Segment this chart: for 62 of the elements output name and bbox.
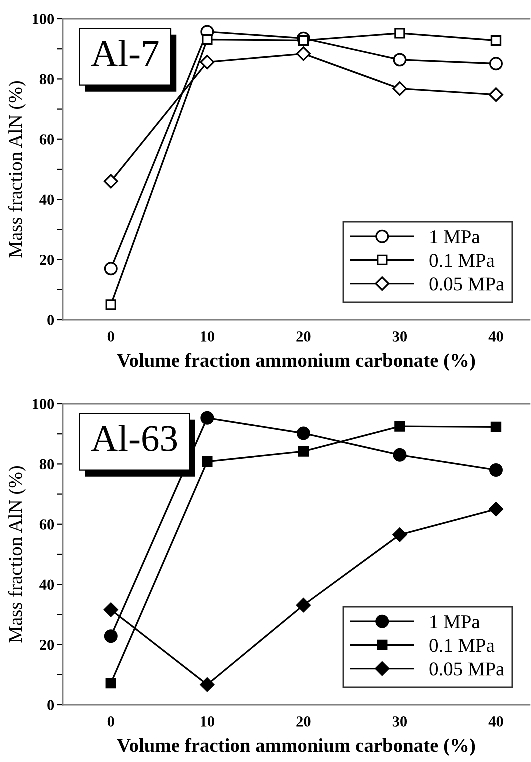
point bbox=[394, 28, 406, 39]
point bbox=[202, 456, 213, 468]
y-tick-label: 0 bbox=[48, 700, 54, 710]
point bbox=[392, 528, 408, 542]
point bbox=[490, 35, 502, 46]
point bbox=[296, 426, 310, 440]
x-tick-label: 0 bbox=[108, 332, 114, 342]
point bbox=[104, 602, 118, 618]
y-axis-title: Mass fraction AlN (%) bbox=[8, 82, 26, 258]
y-tick-label: 100 bbox=[32, 399, 54, 410]
point bbox=[104, 630, 118, 644]
point bbox=[298, 446, 310, 457]
y-tick-label: 100 bbox=[32, 14, 54, 24]
point bbox=[393, 53, 407, 67]
x-tick-label: 10 bbox=[201, 332, 214, 342]
y-tick-label: 60 bbox=[40, 134, 54, 145]
point bbox=[392, 82, 408, 96]
x-tick-label: 40 bbox=[488, 716, 504, 727]
x-axis-title: Volume fraction ammonium carbonate (%) bbox=[117, 353, 476, 372]
legend-label: 1 MPa bbox=[430, 616, 480, 629]
point bbox=[490, 422, 502, 433]
legend-label: 1 MPa bbox=[430, 230, 480, 244]
point bbox=[106, 678, 116, 689]
annotation: Al-63 bbox=[91, 425, 178, 452]
x-tick-label: 30 bbox=[392, 332, 408, 342]
y-tick-label: 0 bbox=[48, 315, 54, 326]
legend-label: 0.05 MPa bbox=[430, 662, 504, 676]
legend-label: 0.05 MPa bbox=[430, 278, 504, 291]
y-tick-label: 80 bbox=[40, 459, 54, 470]
point bbox=[200, 411, 214, 425]
point bbox=[202, 34, 213, 46]
x-axis-title: Volume fraction ammonium carbonate (%) bbox=[117, 738, 476, 756]
y-tick-label: 60 bbox=[40, 520, 54, 530]
x-tick-label: 10 bbox=[201, 716, 214, 727]
point bbox=[394, 421, 406, 432]
point bbox=[296, 46, 311, 62]
x-tick-label: 20 bbox=[296, 332, 311, 342]
legend-label: 0.1 MPa bbox=[430, 254, 495, 268]
point bbox=[296, 598, 311, 613]
legend-label: 0.1 MPa bbox=[430, 639, 495, 652]
point bbox=[298, 35, 310, 46]
y-tick-label: 20 bbox=[40, 640, 54, 650]
point bbox=[104, 262, 118, 276]
point bbox=[489, 88, 504, 102]
point bbox=[106, 300, 116, 310]
x-tick-label: 30 bbox=[392, 716, 408, 727]
x-tick-label: 20 bbox=[296, 716, 311, 727]
point bbox=[393, 448, 407, 462]
x-tick-label: 40 bbox=[488, 332, 504, 342]
point bbox=[200, 678, 215, 692]
y-tick-label: 40 bbox=[40, 580, 54, 590]
point bbox=[104, 174, 118, 189]
point bbox=[490, 57, 503, 71]
y-axis-title: Mass fraction AlN (%) bbox=[8, 466, 26, 643]
point bbox=[200, 55, 215, 70]
y-tick-label: 20 bbox=[40, 254, 54, 266]
point bbox=[489, 502, 504, 517]
y-tick-label: 40 bbox=[40, 194, 54, 206]
point bbox=[490, 463, 503, 477]
x-tick-label: 0 bbox=[108, 716, 114, 727]
y-tick-label: 80 bbox=[40, 74, 54, 85]
annotation: Al-7 bbox=[91, 40, 159, 66]
